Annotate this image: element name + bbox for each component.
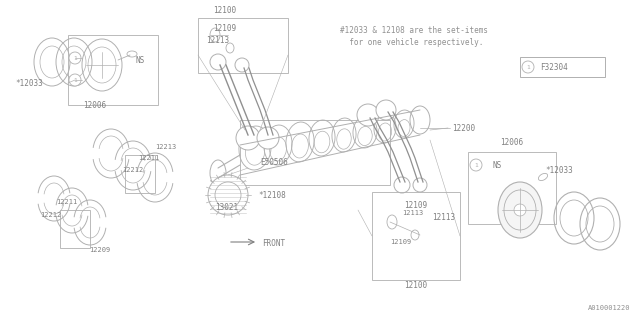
Text: 12109: 12109 — [404, 201, 428, 210]
Text: 1: 1 — [474, 163, 478, 167]
Text: 12006: 12006 — [83, 100, 107, 109]
Circle shape — [208, 175, 248, 215]
Text: 12213: 12213 — [155, 144, 176, 150]
Text: for one vehicle respectively.: for one vehicle respectively. — [340, 37, 483, 46]
Circle shape — [236, 126, 260, 150]
Circle shape — [470, 159, 482, 171]
Bar — [125, 155, 155, 193]
Text: 12100: 12100 — [404, 281, 428, 290]
Text: 12212: 12212 — [122, 167, 143, 173]
Circle shape — [69, 52, 81, 64]
Text: *12033: *12033 — [15, 78, 43, 87]
Circle shape — [257, 127, 279, 149]
Text: 13021: 13021 — [215, 204, 238, 212]
Text: 12113: 12113 — [207, 36, 230, 44]
Text: F32304: F32304 — [540, 62, 568, 71]
Circle shape — [215, 182, 241, 208]
Circle shape — [376, 100, 396, 120]
Text: NS: NS — [492, 161, 501, 170]
Text: 12109: 12109 — [390, 239, 412, 245]
Text: 12211: 12211 — [138, 155, 159, 161]
Text: 1: 1 — [526, 65, 530, 69]
Circle shape — [394, 177, 410, 193]
Bar — [372, 192, 460, 280]
Text: 12211: 12211 — [56, 199, 77, 205]
Text: 12100: 12100 — [213, 5, 237, 14]
Bar — [68, 35, 158, 105]
Text: A010001220: A010001220 — [588, 305, 630, 311]
Text: 12113: 12113 — [432, 213, 455, 222]
Text: FRONT: FRONT — [262, 239, 285, 249]
Text: NS: NS — [135, 55, 144, 65]
Text: *12108: *12108 — [258, 190, 285, 199]
Text: 12209: 12209 — [90, 247, 111, 253]
Circle shape — [69, 74, 81, 86]
Text: 12212: 12212 — [40, 212, 61, 218]
Bar — [198, 18, 288, 73]
Text: 12109: 12109 — [213, 23, 237, 33]
Circle shape — [514, 204, 526, 216]
Circle shape — [210, 54, 226, 70]
Text: 12006: 12006 — [500, 138, 524, 147]
Text: 1: 1 — [73, 55, 77, 60]
Text: 1: 1 — [73, 77, 77, 83]
Text: *12033: *12033 — [545, 165, 573, 174]
Ellipse shape — [498, 182, 542, 238]
Bar — [60, 210, 90, 248]
Text: #12033 & 12108 are the set-items: #12033 & 12108 are the set-items — [340, 26, 488, 35]
Text: 12113: 12113 — [402, 210, 423, 216]
Text: E50506: E50506 — [260, 157, 288, 166]
Circle shape — [522, 61, 534, 73]
Text: 12200: 12200 — [452, 124, 475, 132]
Circle shape — [413, 178, 427, 192]
Bar — [520, 57, 605, 77]
Bar — [240, 120, 390, 185]
Bar — [468, 152, 556, 224]
Circle shape — [357, 104, 379, 126]
Circle shape — [235, 58, 249, 72]
